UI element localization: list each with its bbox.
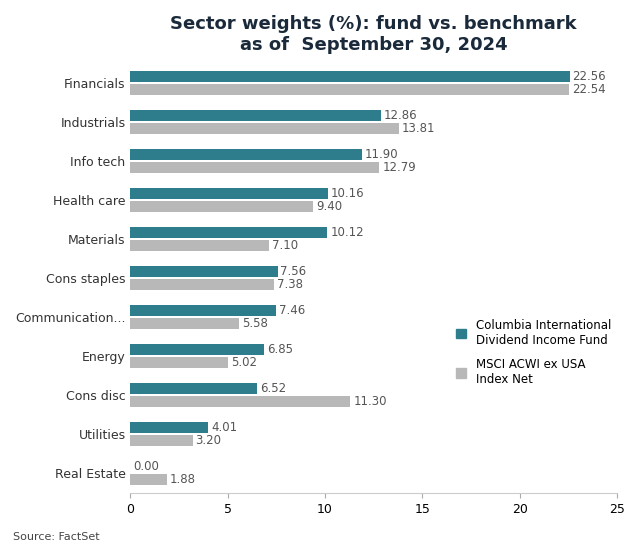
Text: 10.16: 10.16 (331, 187, 365, 200)
Bar (131, 84, 569, 95)
Bar (131, 149, 362, 160)
Text: 9.40: 9.40 (316, 200, 342, 213)
Text: 6.52: 6.52 (260, 382, 286, 395)
Text: 5.02: 5.02 (231, 356, 257, 369)
Bar (131, 201, 314, 212)
Bar (131, 357, 228, 368)
Text: 13.81: 13.81 (402, 123, 436, 135)
Title: Sector weights (%): fund vs. benchmark
as of  September 30, 2024: Sector weights (%): fund vs. benchmark a… (170, 15, 577, 54)
Bar (131, 240, 269, 251)
Text: 22.56: 22.56 (573, 70, 606, 83)
Bar (131, 344, 264, 355)
Bar (131, 318, 239, 329)
Bar (131, 474, 167, 485)
Text: 5.58: 5.58 (242, 317, 268, 330)
Text: 3.20: 3.20 (196, 434, 221, 447)
Bar (131, 71, 570, 82)
Bar (131, 383, 257, 394)
Text: 7.46: 7.46 (278, 304, 305, 317)
Text: 4.01: 4.01 (211, 421, 237, 434)
Text: 7.56: 7.56 (280, 265, 307, 278)
Text: Source: FactSet: Source: FactSet (13, 532, 99, 542)
Text: 11.90: 11.90 (365, 148, 399, 161)
Bar (131, 435, 193, 446)
Bar (131, 266, 278, 277)
Bar (131, 227, 328, 238)
Bar (131, 123, 399, 134)
Bar (131, 422, 209, 433)
Bar (131, 280, 274, 290)
Bar (131, 110, 381, 121)
Text: 0.00: 0.00 (133, 461, 159, 473)
Text: 11.30: 11.30 (353, 395, 387, 409)
Text: 22.54: 22.54 (572, 83, 605, 96)
Text: 10.12: 10.12 (330, 226, 364, 239)
Text: 1.88: 1.88 (170, 473, 196, 486)
Legend: Columbia International
Dividend Income Fund, MSCI ACWI ex USA
Index Net: Columbia International Dividend Income F… (456, 318, 611, 386)
Bar (131, 162, 380, 173)
Text: 7.10: 7.10 (271, 240, 298, 252)
Text: 6.85: 6.85 (267, 344, 292, 356)
Text: 12.86: 12.86 (383, 109, 417, 122)
Bar (131, 397, 350, 408)
Bar (131, 188, 328, 199)
Text: 12.79: 12.79 (382, 161, 416, 174)
Text: 7.38: 7.38 (277, 278, 303, 292)
Bar (131, 305, 276, 316)
